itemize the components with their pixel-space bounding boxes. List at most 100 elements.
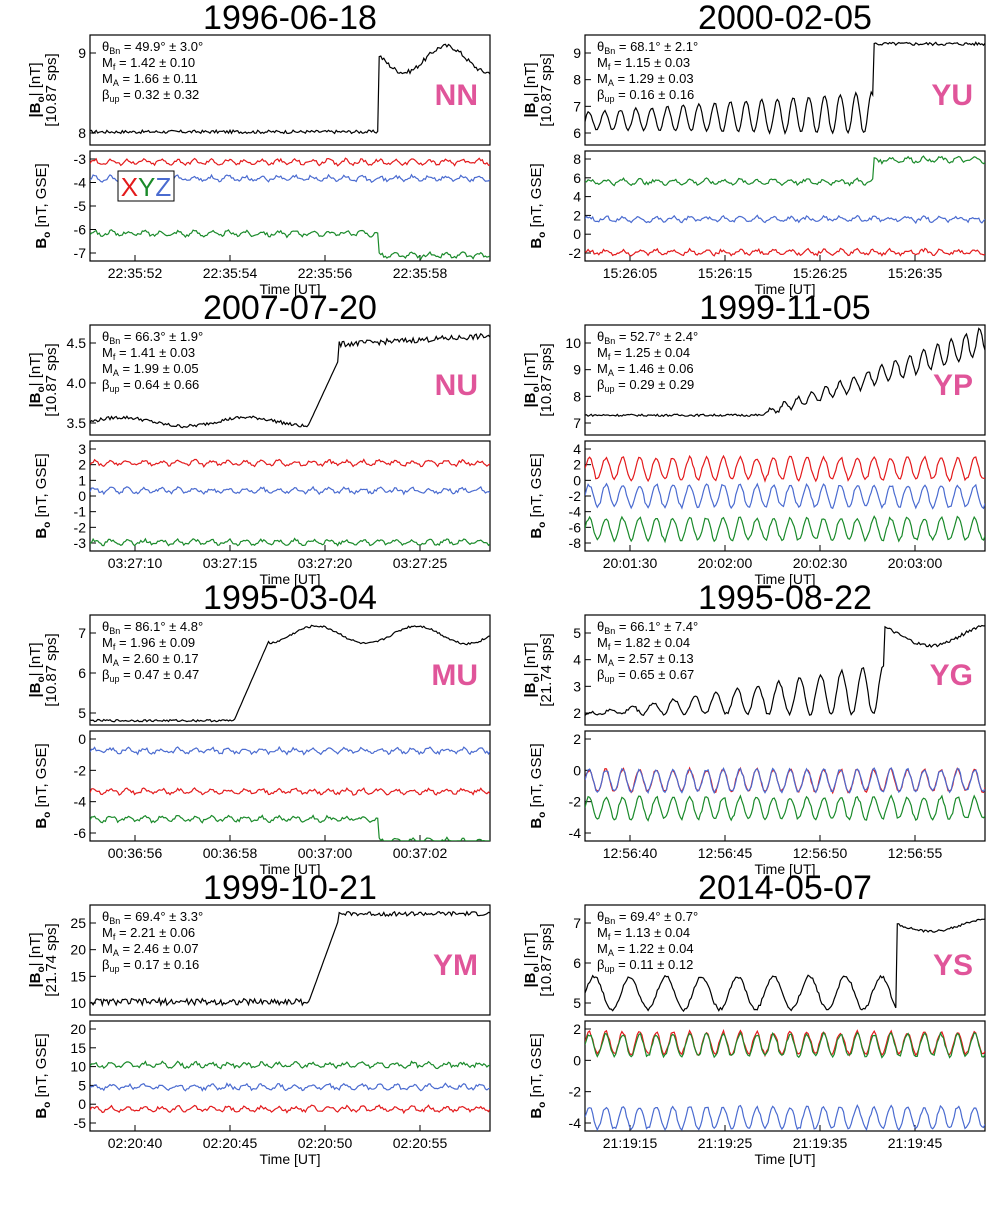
- component-x-line: [90, 787, 490, 796]
- xtick-label: 21:19:45: [888, 1135, 943, 1151]
- param-3: βup = 0.32 ± 0.32: [102, 87, 199, 104]
- panel-title: 2014-05-07: [698, 869, 872, 907]
- param-1: Mf = 1.41 ± 0.03: [102, 345, 195, 362]
- param-2: MA = 1.66 ± 0.11: [102, 71, 198, 88]
- param-1: Mf = 1.13 ± 0.04: [597, 925, 690, 942]
- param-3: βup = 0.65 ± 0.67: [597, 667, 694, 684]
- mag-series-line: [90, 624, 490, 723]
- bot-ytick-label: -5: [74, 198, 87, 214]
- bot-ytick-label: 4: [573, 189, 581, 205]
- panel-yu: 2000-02-05 9 8 7 6 8 6 4 2 0 -2 15:26:05 15:26:15 15:…: [522, 0, 986, 297]
- top-ytick-label: 5: [573, 995, 581, 1011]
- xtick-label: 21:19:35: [793, 1135, 848, 1151]
- xtick-label: 00:37:02: [393, 845, 448, 861]
- param-2: MA = 2.46 ± 0.07: [102, 941, 199, 958]
- component-ylabel: Bo [nT, GSE]: [528, 163, 548, 248]
- component-y-line: [585, 155, 985, 187]
- shock-code: NN: [435, 79, 478, 112]
- component-axes: [89, 150, 491, 262]
- legend: XYZ: [121, 172, 172, 202]
- panel-title: 2000-02-05: [698, 0, 872, 37]
- param-0: θBn = 49.9° ± 3.0°: [102, 39, 203, 56]
- param-1: Mf = 1.42 ± 0.10: [102, 55, 195, 72]
- param-3: βup = 0.47 ± 0.47: [102, 667, 199, 684]
- bot-ytick-label: 4: [573, 441, 581, 457]
- xtick-label: 22:35:56: [298, 265, 353, 281]
- param-0: θBn = 69.4° ± 3.3°: [102, 909, 203, 926]
- bot-ytick-label: -4: [569, 825, 582, 841]
- bot-ytick-label: 0: [573, 1052, 581, 1068]
- component-ylabel: Bo [nT, GSE]: [528, 453, 548, 538]
- xtick-label: 03:27:15: [203, 555, 258, 571]
- bot-ytick-label: -8: [569, 535, 582, 551]
- mag-axes: [584, 614, 986, 726]
- xtick-label: 03:27:20: [298, 555, 353, 571]
- xtick-label: 15:26:35: [888, 265, 943, 281]
- component-x-line: [90, 458, 490, 468]
- bot-ytick-label: -2: [569, 1084, 582, 1100]
- xtick-label: 12:56:55: [888, 845, 943, 861]
- component-z-line: [585, 214, 985, 225]
- param-1: Mf = 1.82 ± 0.04: [597, 635, 690, 652]
- bot-ytick-label: -4: [569, 504, 582, 520]
- top-ytick-label: 7: [573, 915, 581, 931]
- bot-ytick-label: 2: [573, 1021, 581, 1037]
- xaxis-label: Time [UT]: [260, 1151, 321, 1167]
- top-ytick-label: 3: [573, 678, 581, 694]
- rate-ylabel: [10.87 sps]: [538, 923, 555, 996]
- component-x-line: [585, 766, 985, 795]
- top-ytick-label: 9: [573, 45, 581, 61]
- xaxis-label: Time [UT]: [755, 861, 816, 877]
- bot-ytick-label: -2: [569, 245, 582, 261]
- xtick-label: 00:37:00: [298, 845, 353, 861]
- param-0: θBn = 68.1° ± 2.1°: [597, 39, 698, 56]
- component-ylabel: Bo [nT, GSE]: [33, 163, 53, 248]
- bot-ytick-label: -6: [74, 825, 87, 841]
- panel-yp: 1999-11-05 10 9 8 7 420-2-4-6-8 20:01:30 20:02:…: [522, 289, 986, 587]
- shock-code: NU: [435, 369, 478, 402]
- bot-ytick-label: 20: [70, 1021, 86, 1037]
- component-ylabel: Bo [nT, GSE]: [528, 1033, 548, 1118]
- param-0: θBn = 66.3° ± 1.9°: [102, 329, 203, 346]
- shock-code: YP: [933, 369, 973, 402]
- bot-ytick-label: 6: [573, 170, 581, 186]
- mag-axes: [584, 324, 986, 436]
- panel-title: 1995-08-22: [698, 579, 872, 617]
- component-ylabel: Bo [nT, GSE]: [33, 1033, 53, 1118]
- bot-ytick-label: -2: [569, 794, 582, 810]
- mag-ylabel: |Bo| [nT]: [522, 932, 542, 987]
- xtick-label: 12:56:40: [603, 845, 658, 861]
- top-ytick-label: 15: [70, 968, 86, 984]
- rate-ylabel: [10.87 sps]: [43, 633, 60, 706]
- bot-ytick-label: 2: [573, 731, 581, 747]
- bot-ytick-label: -4: [569, 1115, 582, 1131]
- component-ylabel: Bo [nT, GSE]: [33, 453, 53, 538]
- bot-ytick-label: 0: [573, 762, 581, 778]
- top-ytick-label: 3.5: [67, 415, 87, 431]
- top-ytick-label: 7: [573, 415, 581, 431]
- xtick-label: 00:36:58: [203, 845, 258, 861]
- component-axes: [584, 1020, 986, 1132]
- xtick-label: 02:20:55: [393, 1135, 448, 1151]
- top-ytick-label: 5: [78, 705, 86, 721]
- xaxis-label: Time [UT]: [260, 861, 321, 877]
- param-2: MA = 1.29 ± 0.03: [597, 71, 694, 88]
- bot-ytick-label: -5: [74, 1115, 87, 1131]
- component-y-line: [585, 515, 985, 544]
- param-1: Mf = 1.25 ± 0.04: [597, 345, 690, 362]
- panel-title: 1995-03-04: [203, 579, 377, 617]
- param-2: MA = 1.46 ± 0.06: [597, 361, 694, 378]
- xtick-label: 20:02:30: [793, 555, 848, 571]
- param-0: θBn = 52.7° ± 2.4°: [597, 329, 698, 346]
- xtick-label: 15:26:25: [793, 265, 848, 281]
- rate-ylabel: [10.87 sps]: [43, 343, 60, 416]
- mag-ylabel: |Bo| [nT]: [27, 62, 47, 117]
- rate-ylabel: [21.74 sps]: [43, 923, 60, 996]
- bot-ytick-label: 2: [573, 207, 581, 223]
- xaxis-label: Time [UT]: [755, 1151, 816, 1167]
- component-ylabel: Bo [nT, GSE]: [528, 743, 548, 828]
- mag-axes: [89, 324, 491, 436]
- xtick-label: 22:35:52: [108, 265, 163, 281]
- component-y-line: [585, 794, 985, 822]
